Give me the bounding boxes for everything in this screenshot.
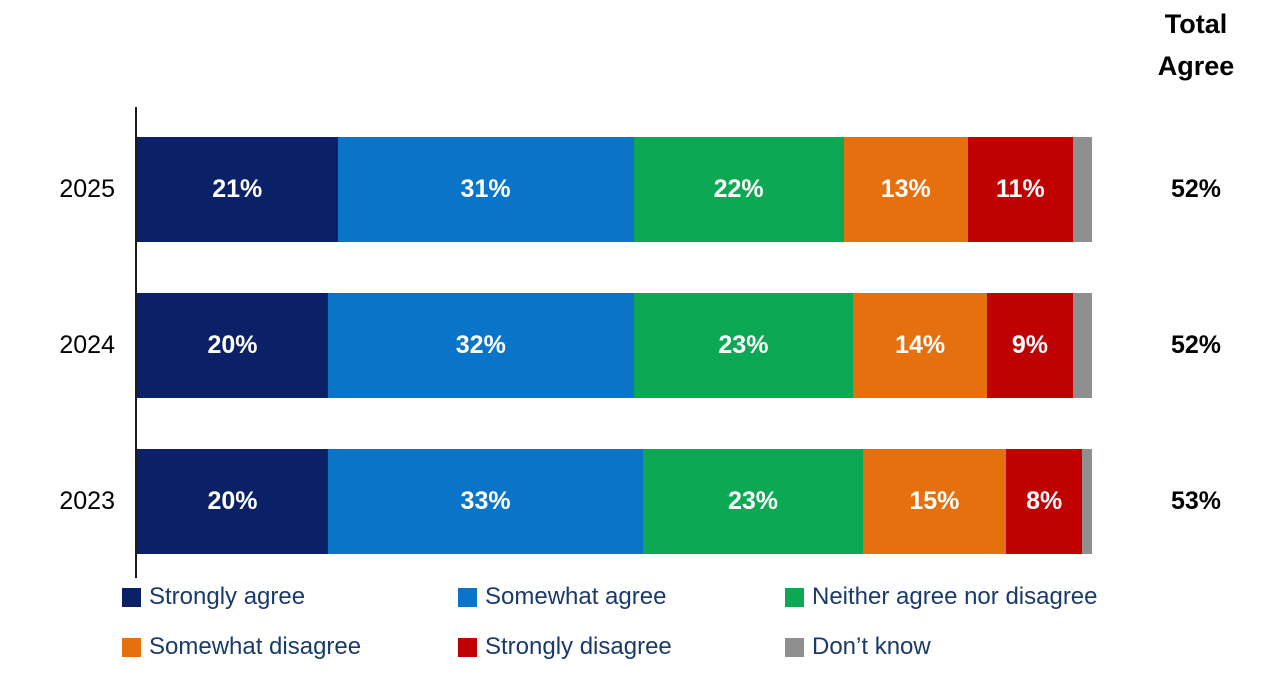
legend-item-somewhat-disagree: Somewhat disagree (122, 633, 458, 661)
bar-rows: 2025 21% 31% 22% 13% 11% 52% 2024 20% 32% 23% 14% 9%… (0, 137, 1278, 605)
segment-neither-agree-nor-disagree: 22% (633, 137, 844, 242)
segment-somewhat-disagree: 14% (853, 293, 987, 398)
y-axis-line (135, 107, 137, 578)
segment-somewhat-agree: 33% (328, 449, 644, 554)
total-agree-value-2023: 53% (1170, 487, 1222, 515)
segment-value-label: 32% (455, 331, 506, 359)
segment-value-label: 20% (207, 487, 258, 515)
segment-value-label: 22% (713, 175, 764, 203)
segment-value-label: 11% (996, 175, 1045, 203)
segment-value-label: 14% (895, 331, 946, 359)
stacked-bar-2024: 20% 32% 23% 14% 9% (137, 293, 1092, 398)
legend-label-somewhat-disagree: Somewhat disagree (149, 633, 362, 660)
legend: Strongly agree Somewhat agree Neither agre… (122, 583, 1152, 661)
segment-value-label: 23% (718, 331, 769, 359)
legend-item-strongly-disagree: Strongly disagree (458, 633, 785, 661)
legend-item-strongly-agree: Strongly agree (122, 583, 458, 611)
bar-row-2025: 2025 21% 31% 22% 13% 11% 52% (0, 137, 1278, 242)
legend-swatch-somewhat-disagree (122, 637, 141, 657)
stacked-bar-2025: 21% 31% 22% 13% 11% (137, 137, 1092, 242)
legend-swatch-neither-agree-nor-disagree (785, 587, 804, 607)
segment-somewhat-agree: 31% (337, 137, 634, 242)
segment-strongly-agree: 20% (137, 449, 328, 554)
segment-value-label: 15% (909, 487, 960, 515)
segment-neither-agree-nor-disagree: 23% (633, 293, 854, 398)
segment-value-label: 23% (727, 487, 778, 515)
legend-swatch-don-t-know (785, 637, 804, 657)
legend-label-don-t-know: Don’t know (812, 633, 931, 660)
year-label-2025: 2025 (59, 175, 115, 203)
stacked-bar-2023: 20% 33% 23% 15% 8% (137, 449, 1092, 554)
legend-swatch-strongly-agree (122, 587, 141, 607)
segment-neither-agree-nor-disagree: 23% (643, 449, 863, 554)
legend-item-don-t-know: Don’t know (785, 633, 1152, 661)
legend-label-strongly-disagree: Strongly disagree (485, 633, 672, 660)
segment-value-label: 31% (460, 175, 511, 203)
segment-don-t-know (1082, 449, 1092, 554)
segment-value-label: 13% (880, 175, 931, 203)
segment-strongly-disagree: 9% (986, 293, 1073, 398)
bar-row-2023: 2023 20% 33% 23% 15% 8% 53% (0, 449, 1278, 554)
total-agree-value-2025: 52% (1170, 175, 1222, 203)
total-agree-value-2024: 52% (1170, 331, 1222, 359)
segment-value-label: 20% (207, 331, 258, 359)
segment-somewhat-disagree: 15% (862, 449, 1007, 554)
year-label-2024: 2024 (59, 331, 115, 359)
bar-row-2024: 2024 20% 32% 23% 14% 9% 52% (0, 293, 1278, 398)
segment-somewhat-disagree: 13% (843, 137, 968, 242)
total-agree-header: Total Agree (1157, 9, 1235, 81)
legend-label-somewhat-agree: Somewhat agree (485, 583, 667, 610)
legend-item-somewhat-agree: Somewhat agree (458, 583, 785, 611)
segment-value-label: 9% (1011, 331, 1048, 359)
year-label-2023: 2023 (59, 487, 115, 515)
legend-label-strongly-agree: Strongly agree (149, 583, 306, 610)
legend-swatch-somewhat-agree (458, 587, 477, 607)
legend-swatch-strongly-disagree (458, 637, 477, 657)
legend-label-neither-agree-nor-disagree: Neither agree nor disagree (812, 583, 1098, 610)
segment-don-t-know (1072, 293, 1092, 398)
segment-value-label: 21% (212, 175, 263, 203)
segment-strongly-disagree: 11% (967, 137, 1073, 242)
segment-value-label: 33% (460, 487, 511, 515)
segment-don-t-know (1072, 137, 1092, 242)
legend-item-neither-agree-nor-disagree: Neither agree nor disagree (785, 583, 1152, 611)
segment-strongly-agree: 21% (137, 137, 338, 242)
segment-somewhat-agree: 32% (328, 293, 634, 398)
segment-value-label: 8% (1026, 487, 1063, 515)
segment-strongly-disagree: 8% (1006, 449, 1083, 554)
segment-strongly-agree: 20% (137, 293, 328, 398)
